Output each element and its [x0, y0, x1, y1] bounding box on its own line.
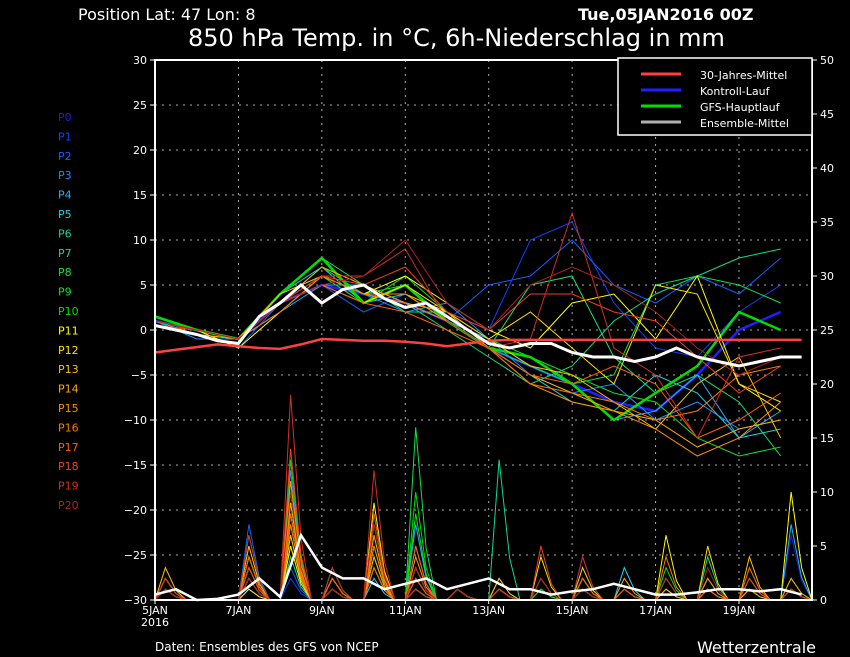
member-label-p1: P1	[58, 130, 72, 143]
y-tick-label-right: 45	[820, 108, 834, 121]
y-tick-label-right: 40	[820, 162, 834, 175]
x-tick-label: 11JAN	[389, 604, 422, 617]
precip-series	[154, 394, 813, 602]
y-tick-label-right: 20	[820, 378, 834, 391]
member-label-p6: P6	[58, 227, 72, 240]
member-label-p19: P19	[58, 480, 79, 493]
temp-line-climate-mean	[154, 337, 802, 354]
member-label-p10: P10	[58, 305, 79, 318]
member-label-p18: P18	[58, 460, 79, 473]
x-tick-label: 15JAN	[556, 604, 589, 617]
brand-label: Wetterzentrale	[697, 638, 816, 657]
y-tick-label-right: 30	[820, 270, 834, 283]
axes: 302520151050−5−10−15−20−25−3050454035302…	[124, 54, 834, 629]
temp-line-p20	[154, 239, 781, 376]
temp-line-p14	[154, 266, 781, 448]
y-tick-label-left: −30	[124, 594, 147, 607]
precip-line-p18	[154, 448, 813, 601]
y-tick-label-left: 0	[140, 324, 147, 337]
y-tick-label-right: 10	[820, 486, 834, 499]
member-label-p0: P0	[58, 111, 72, 124]
y-tick-label-right: 5	[820, 540, 827, 553]
members-legend: P0 P1 P2 P3 P4 P5 P6 P7 P8 P9 P10 P11 P12 P13 P14 P15 P1…	[58, 111, 79, 512]
y-tick-label-left: 30	[133, 54, 147, 67]
y-tick-label-right: 50	[820, 54, 834, 67]
member-label-p5: P5	[58, 208, 72, 221]
temp-line-p17	[154, 284, 781, 439]
run-date: Tue,05JAN2016 00Z	[578, 5, 753, 24]
y-tick-label-left: −10	[124, 414, 147, 427]
member-label-p7: P7	[58, 247, 72, 260]
data-source: Daten: Ensembles des GFS von NCEP	[155, 640, 379, 654]
x-tick-label: 5JAN	[142, 604, 168, 617]
member-label-p17: P17	[58, 441, 79, 454]
legend-label: GFS-Hauptlauf	[700, 101, 781, 114]
x-tick-label: 19JAN	[723, 604, 756, 617]
member-label-p8: P8	[58, 266, 72, 279]
y-tick-label-right: 0	[820, 594, 827, 607]
member-label-p16: P16	[58, 421, 79, 434]
grid	[155, 60, 812, 600]
member-label-p3: P3	[58, 169, 72, 182]
precip-line-ensemble-mean	[154, 532, 802, 602]
y-tick-label-left: −15	[124, 459, 147, 472]
member-label-p11: P11	[58, 324, 79, 337]
member-label-p15: P15	[58, 402, 79, 415]
y-tick-label-left: 10	[133, 234, 147, 247]
y-tick-label-left: −5	[131, 369, 147, 382]
legend-label: Ensemble-Mittel	[700, 117, 789, 130]
member-label-p20: P20	[58, 499, 79, 512]
x-tick-label: 13JAN	[472, 604, 505, 617]
member-label-p9: P9	[58, 286, 72, 299]
x-tick-sublabel: 2016	[141, 616, 169, 629]
member-label-p2: P2	[58, 150, 72, 163]
y-tick-label-right: 15	[820, 432, 834, 445]
x-tick-label: 17JAN	[639, 604, 672, 617]
x-tick-label: 9JAN	[309, 604, 335, 617]
y-tick-label-right: 35	[820, 216, 834, 229]
temp-series	[154, 211, 802, 457]
member-label-p13: P13	[58, 363, 79, 376]
temp-line-p7	[154, 257, 782, 457]
legend: 30-Jahres-Mittel Kontroll-Lauf GFS-Hauptla…	[617, 57, 813, 136]
position-label: Position Lat: 47 Lon: 8	[78, 5, 256, 24]
chart-title: 850 hPa Temp. in °C, 6h-Niederschlag in …	[188, 24, 725, 52]
y-tick-label-left: −20	[124, 504, 147, 517]
y-tick-label-left: 20	[133, 144, 147, 157]
y-tick-label-right: 25	[820, 324, 834, 337]
member-label-p12: P12	[58, 344, 79, 357]
member-label-p4: P4	[58, 189, 72, 202]
legend-label: 30-Jahres-Mittel	[700, 69, 787, 82]
y-tick-label-left: −25	[124, 549, 147, 562]
temp-line-ensemble-mean	[154, 283, 802, 368]
x-tick-label: 7JAN	[226, 604, 252, 617]
y-tick-label-left: 25	[133, 99, 147, 112]
legend-label: Kontroll-Lauf	[700, 85, 771, 98]
temp-line-p4	[154, 284, 781, 439]
y-tick-label-left: 15	[133, 189, 147, 202]
member-label-p14: P14	[58, 383, 79, 396]
y-tick-label-left: 5	[140, 279, 147, 292]
